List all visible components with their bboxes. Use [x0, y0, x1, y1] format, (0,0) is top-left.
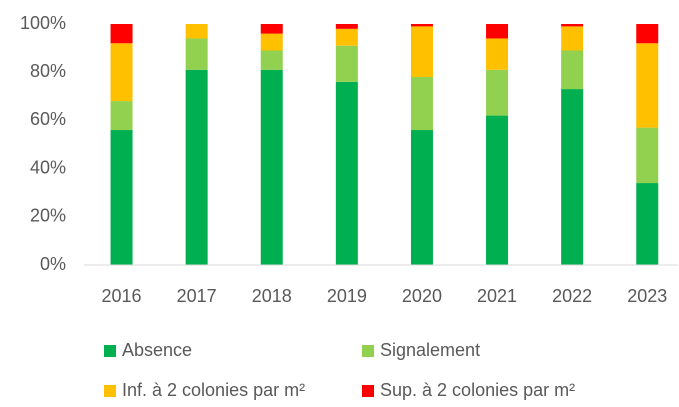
legend-label: Sup. à 2 colonies par m² — [380, 380, 575, 400]
bar-segment — [410, 130, 433, 265]
bar-segment — [410, 26, 433, 78]
y-tick-label: 40% — [30, 157, 66, 177]
bar-segment — [410, 24, 433, 27]
bar-segment — [561, 26, 584, 51]
bar-segment — [636, 183, 659, 265]
bar-segment — [335, 28, 358, 46]
bar-segment — [260, 24, 283, 34]
x-tick-label: 2017 — [177, 286, 217, 306]
bar-segment — [335, 45, 358, 82]
bar-segment — [110, 24, 133, 44]
bar-segment — [636, 24, 659, 44]
legend-swatch — [362, 385, 374, 397]
x-tick-label: 2019 — [327, 286, 367, 306]
bar-segment — [335, 24, 358, 29]
x-tick-label: 2018 — [252, 286, 292, 306]
legend-label: Inf. à 2 colonies par m² — [122, 380, 305, 400]
bar-segment — [561, 50, 584, 90]
y-tick-label: 100% — [20, 13, 66, 33]
bar-segment — [260, 33, 283, 51]
y-tick-label: 80% — [30, 61, 66, 81]
bar-segment — [110, 130, 133, 265]
bar-segment — [260, 50, 283, 70]
bar-segment — [185, 38, 208, 70]
bar-segment — [335, 81, 358, 265]
bar-segment — [486, 115, 509, 265]
bar-segment — [185, 24, 208, 39]
x-tick-label: 2021 — [477, 286, 517, 306]
bar-segment — [410, 77, 433, 131]
bar-segment — [486, 38, 509, 70]
x-tick-label: 2016 — [102, 286, 142, 306]
legend-swatch — [104, 385, 116, 397]
bar-segment — [561, 89, 584, 265]
bar-segment — [636, 43, 659, 128]
x-tick-label: 2023 — [627, 286, 667, 306]
legend-label: Signalement — [380, 340, 480, 360]
bar-segment — [636, 127, 659, 184]
y-tick-label: 0% — [40, 254, 66, 274]
bar-segment — [110, 101, 133, 131]
y-tick-label: 20% — [30, 206, 66, 226]
legend-swatch — [362, 345, 374, 357]
bar-segment — [110, 43, 133, 102]
bar-segment — [561, 24, 584, 27]
bar-segment — [260, 69, 283, 265]
legend-label: Absence — [122, 340, 192, 360]
legend-swatch — [104, 345, 116, 357]
x-tick-label: 2022 — [552, 286, 592, 306]
bar-segment — [486, 24, 509, 39]
y-tick-label: 60% — [30, 109, 66, 129]
x-tick-label: 2020 — [402, 286, 442, 306]
bar-segment — [486, 69, 509, 116]
bar-segment — [185, 69, 208, 265]
